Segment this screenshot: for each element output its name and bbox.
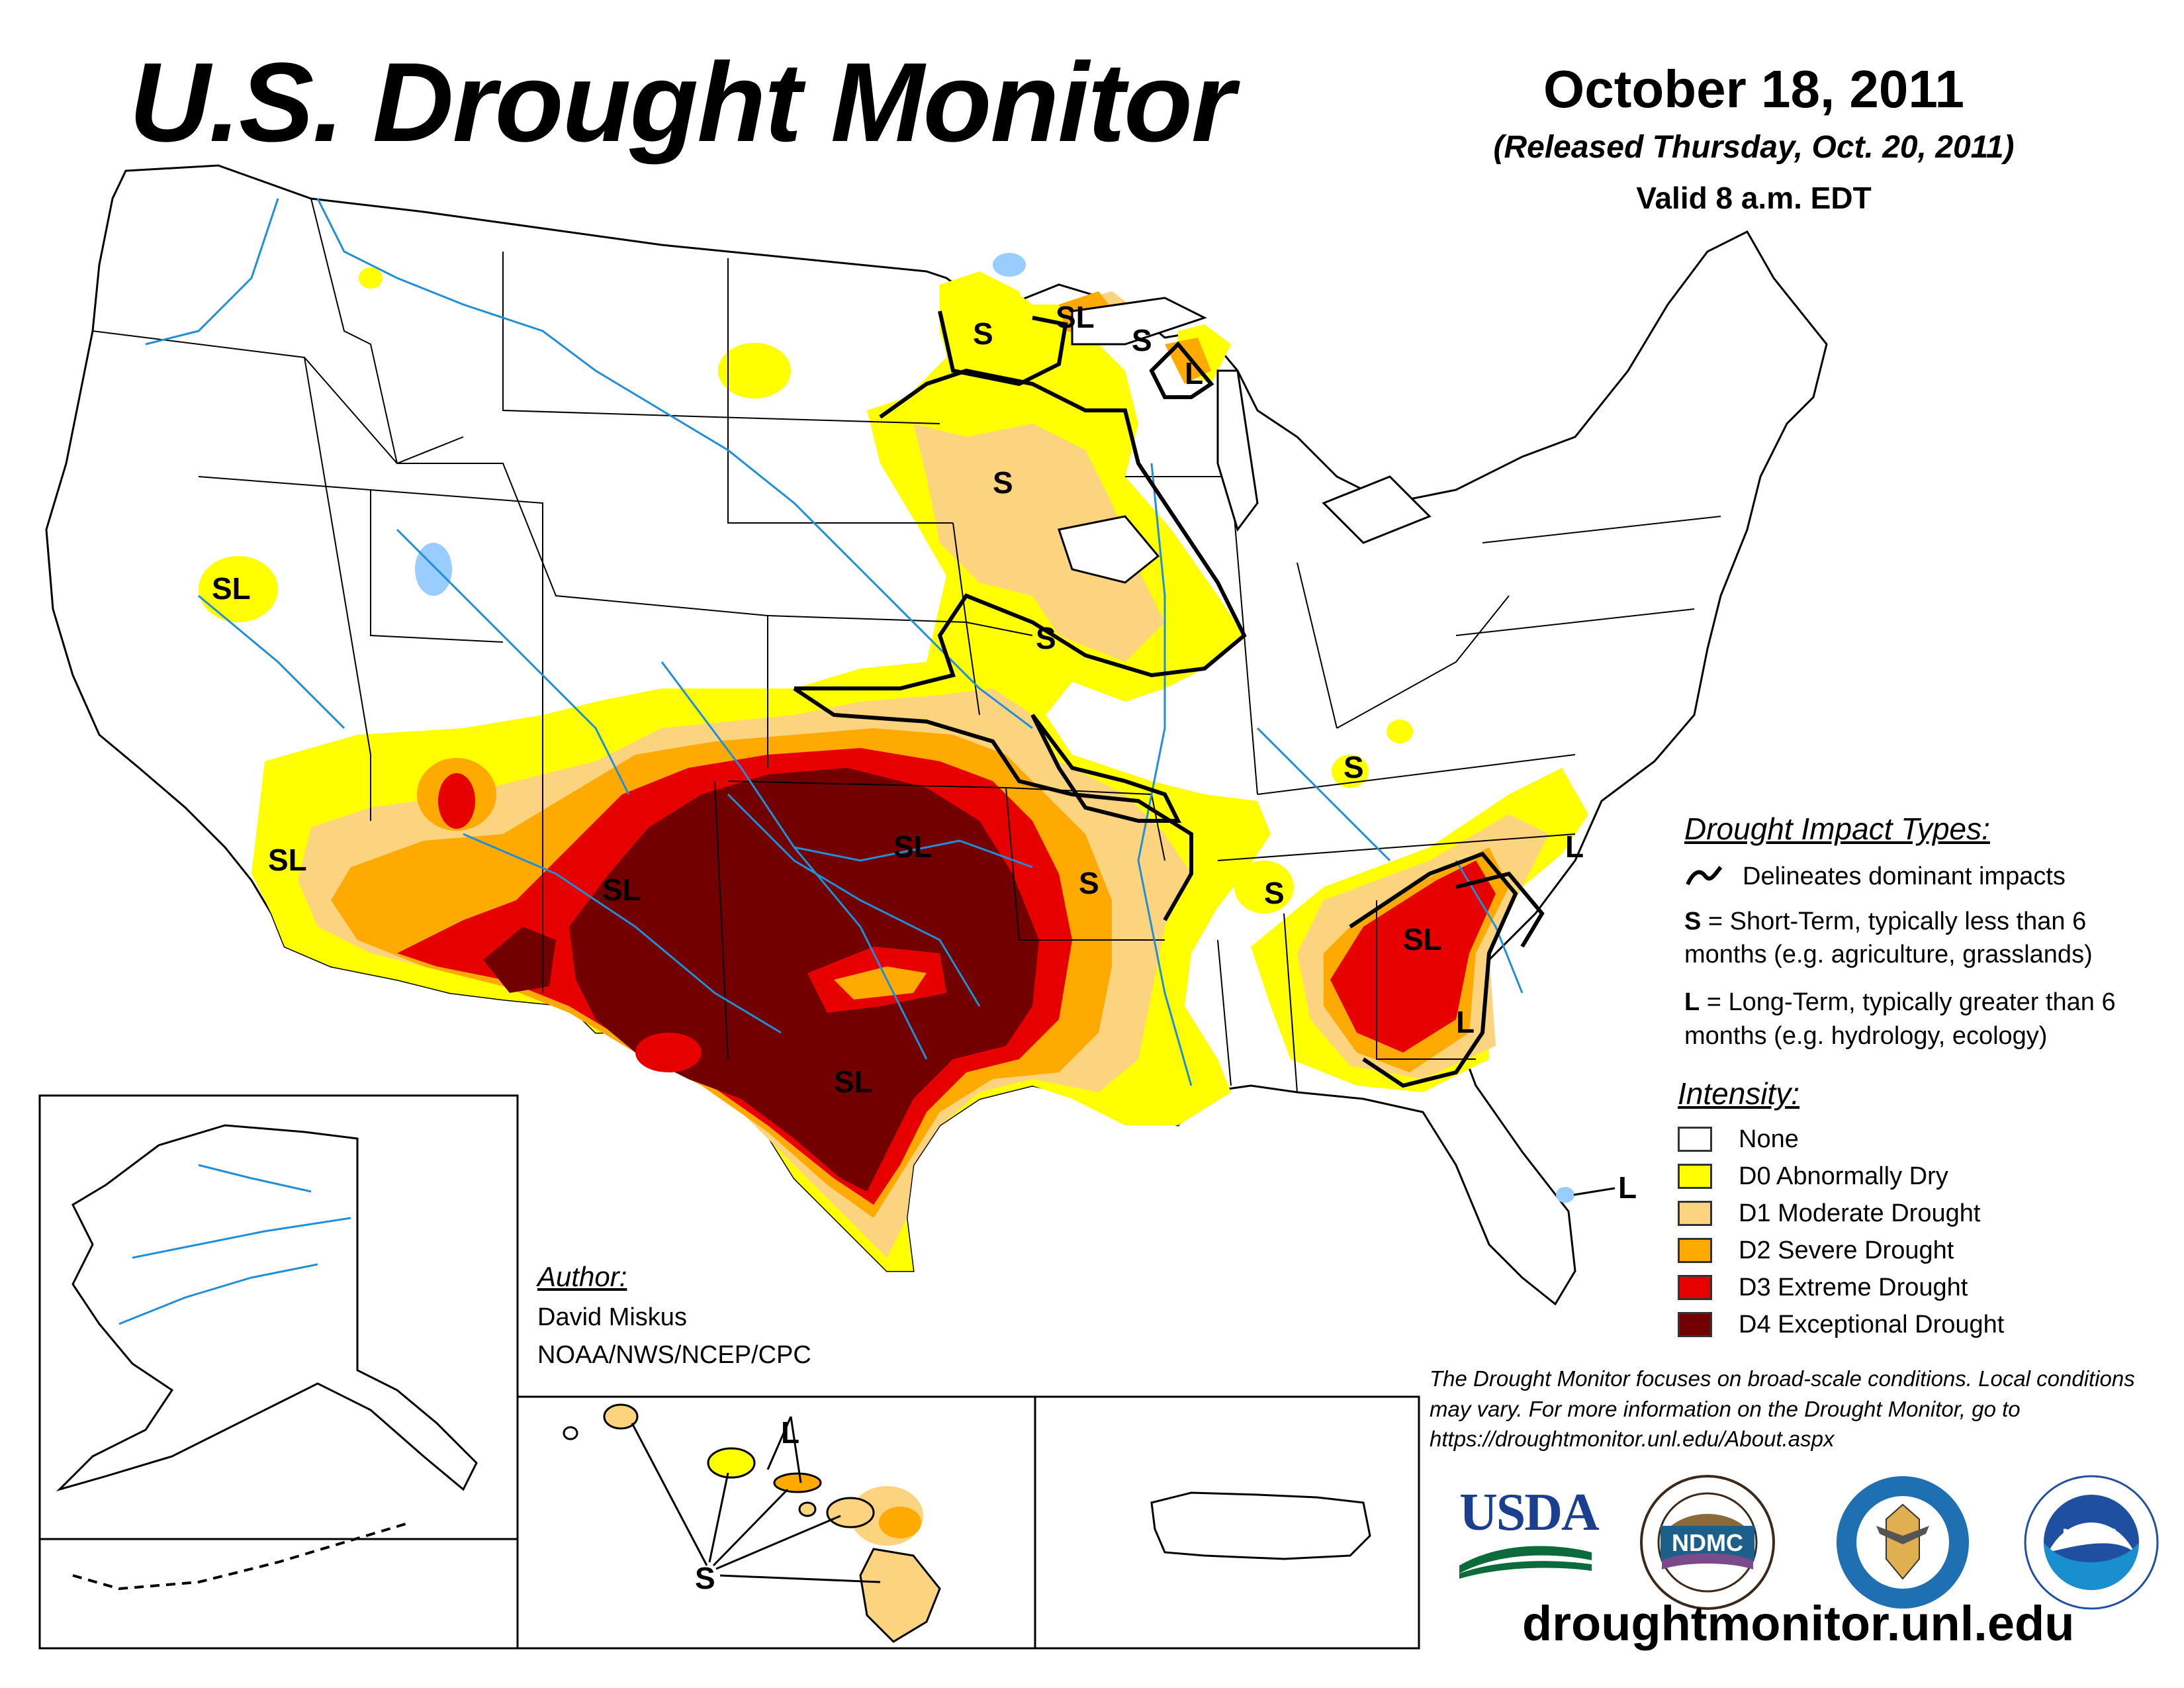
intensity-label: D4 Exceptional Drought <box>1739 1310 2005 1338</box>
map-label: S <box>973 316 993 351</box>
noaa-logo: NOAA <box>2022 1473 2161 1612</box>
puerto-rico-outline <box>1150 1491 1371 1560</box>
map-label: SL <box>1056 300 1095 334</box>
author-heading: Author: <box>537 1261 627 1292</box>
release-date: (Released Thursday, Oct. 20, 2011) <box>1493 130 2015 165</box>
alaska-outline <box>56 1124 478 1492</box>
map-label: SL <box>1403 922 1442 957</box>
intensity-heading: Intensity: <box>1678 1076 1800 1111</box>
usda-logo-text: USDA <box>1459 1483 1600 1542</box>
intensity-row: D3 Extreme Drought <box>1678 1269 2167 1306</box>
intensity-swatch <box>1678 1238 1712 1263</box>
map-label: SL <box>212 571 251 606</box>
map-label: SL <box>268 843 307 877</box>
short-term-text: = Short-Term, typically less than 6 mont… <box>1684 908 2093 969</box>
map-label: S <box>1036 621 1056 655</box>
alaska-rivers <box>118 1164 351 1325</box>
delineates-row: Delineates dominant impacts <box>1684 860 2174 893</box>
rivers <box>145 198 1524 1086</box>
hawaii-pointers <box>631 1416 881 1583</box>
map-label: S <box>993 465 1013 500</box>
intensity-label: D2 Severe Drought <box>1739 1236 1954 1264</box>
map-label: S <box>1079 866 1099 900</box>
intensity-row: D0 Abnormally Dry <box>1678 1158 2167 1195</box>
map-label: SL <box>602 872 641 907</box>
intensity-row: D2 Severe Drought <box>1678 1232 2167 1269</box>
d4-areas <box>483 768 1039 1192</box>
lake-pointer <box>1573 1187 1615 1196</box>
intensity-row: None <box>1678 1121 2167 1158</box>
map-label: S <box>1132 323 1152 357</box>
impact-line-icon <box>1686 866 1723 886</box>
map-label: S <box>695 1561 715 1595</box>
commerce-seal <box>1833 1473 1972 1612</box>
map-date: October 18, 2011 <box>1543 60 1964 118</box>
intensity-swatch <box>1678 1127 1712 1152</box>
impact-labels: S SL S L S S SL SL SL SL S SL S L SL S L… <box>212 300 1637 1595</box>
valid-time: Valid 8 a.m. EDT <box>1636 181 1872 215</box>
state-boundaries <box>92 198 1721 1093</box>
impact-legend: Drought Impact Types: Delineates dominan… <box>1684 811 2174 1053</box>
aleutians <box>72 1521 411 1591</box>
map-label: L <box>1618 1170 1637 1205</box>
short-term-desc: S = Short-Term, typically less than 6 mo… <box>1684 905 2174 971</box>
impact-legend-heading: Drought Impact Types: <box>1684 812 1990 846</box>
texas-lighter-spots <box>635 947 946 1072</box>
page-title: U.S. Drought Monitor <box>129 40 1235 165</box>
intensity-row: D1 Moderate Drought <box>1678 1195 2167 1232</box>
website-url[interactable]: droughtmonitor.unl.edu <box>1522 1596 2075 1651</box>
intensity-label: D3 Extreme Drought <box>1739 1273 1968 1301</box>
delineates-label: Delineates dominant impacts <box>1743 863 2066 890</box>
disclaimer-note: The Drought Monitor focuses on broad-sca… <box>1430 1366 2135 1452</box>
intensity-swatch <box>1678 1164 1712 1189</box>
intensity-swatch <box>1678 1201 1712 1226</box>
map-label: S <box>1343 750 1364 784</box>
author-name: David Miskus <box>537 1303 687 1331</box>
inset-boxes <box>38 1094 1420 1650</box>
ndmc-logo-text: NDMC <box>1672 1529 1743 1556</box>
intensity-legend: Intensity: None D0 Abnormally Dry D1 Moder… <box>1678 1076 2167 1343</box>
noaa-logo-text: NOAA <box>2062 1525 2120 1547</box>
long-term-code: L <box>1684 988 1700 1017</box>
great-lakes <box>1058 297 1432 584</box>
author-block: David Miskus NOAA/NWS/NCEP/CPC <box>537 1299 811 1374</box>
short-term-code: S <box>1684 908 1702 936</box>
author-org: NOAA/NWS/NCEP/CPC <box>537 1341 811 1369</box>
intensity-swatch <box>1678 1275 1712 1300</box>
usda-logo: USDA <box>1459 1483 1600 1579</box>
map-label: L <box>1565 829 1584 864</box>
hawaii-islands <box>563 1403 941 1643</box>
impact-lines <box>793 310 1545 1088</box>
intensity-label: D1 Moderate Drought <box>1739 1199 1981 1227</box>
map-label: SL <box>834 1064 873 1099</box>
intensity-label: D0 Abnormally Dry <box>1739 1162 1948 1190</box>
intensity-row: D4 Exceptional Drought <box>1678 1306 2167 1343</box>
long-term-text: = Long-Term, typically greater than 6 mo… <box>1684 988 2116 1050</box>
long-term-desc: L = Long-Term, typically greater than 6 … <box>1684 986 2174 1052</box>
intensity-swatch <box>1678 1312 1712 1337</box>
map-label: S <box>1264 876 1285 910</box>
intensity-label: None <box>1739 1125 1799 1153</box>
ndmc-logo: NDMC <box>1638 1473 1777 1612</box>
map-label: SL <box>893 829 933 864</box>
map-label: L <box>1456 1005 1475 1039</box>
map-label: L <box>1185 356 1203 391</box>
usda-swoosh <box>1459 1546 1592 1579</box>
